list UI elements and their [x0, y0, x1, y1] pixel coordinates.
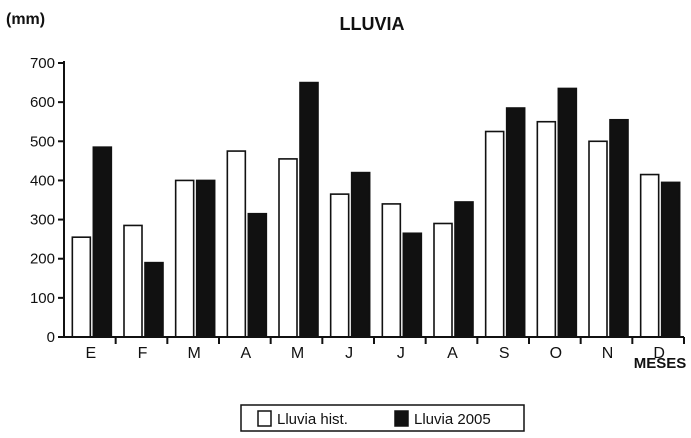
bar-lluvia-2005: [144, 261, 164, 338]
y-tick-label: 600: [30, 94, 55, 111]
bar-lluvia-2005: [299, 81, 319, 338]
bar-lluvia-2005: [454, 201, 474, 338]
bar-lluvia-2005: [247, 212, 268, 338]
x-tick-label: D: [653, 345, 665, 362]
x-tick-label: E: [85, 345, 96, 362]
bar-lluvia-2005: [609, 118, 629, 338]
x-axis-label: MESES: [634, 355, 687, 372]
x-tick-label: S: [499, 345, 510, 362]
legend-swatch-hist: [257, 410, 272, 427]
x-tick-label: M: [188, 345, 201, 362]
bar-lluvia-hist: [71, 236, 92, 338]
bar-lluvia-hist: [226, 150, 247, 338]
bar-lluvia-hist: [174, 179, 195, 338]
bar-lluvia-hist: [433, 222, 453, 338]
y-tick-label: 300: [30, 212, 55, 229]
bar-lluvia-hist: [329, 193, 350, 338]
y-tick-label: 700: [30, 55, 55, 72]
bar-lluvia-2005: [660, 181, 681, 338]
bar-lluvia-2005: [557, 87, 578, 338]
x-tick-label: A: [447, 345, 458, 362]
y-tick-label: 100: [30, 290, 55, 307]
bar-lluvia-hist: [588, 140, 608, 338]
x-tick-label: J: [397, 345, 405, 362]
bar-lluvia-2005: [195, 179, 216, 338]
y-tick-label: 0: [47, 329, 55, 346]
bar-lluvia-hist: [639, 173, 660, 338]
legend: Lluvia hist. Lluvia 2005: [240, 404, 525, 432]
x-tick-label: M: [291, 345, 304, 362]
y-axis-ticks: 0 100 200 300 400 500 600 700: [30, 55, 64, 346]
bar-series: [71, 81, 681, 338]
y-tick-label: 200: [30, 251, 55, 268]
bar-lluvia-2005: [402, 232, 423, 338]
chart-title: LLUVIA: [340, 14, 405, 34]
bar-lluvia-hist: [381, 203, 402, 338]
bar-lluvia-2005: [92, 146, 113, 338]
bar-lluvia-2005: [350, 171, 371, 338]
bar-lluvia-hist: [123, 224, 143, 338]
x-tick-label: J: [345, 345, 353, 362]
x-tick-label: O: [550, 345, 562, 362]
x-tick-label: N: [602, 345, 614, 362]
legend-label-2005: Lluvia 2005: [414, 411, 491, 428]
bar-lluvia-hist: [484, 130, 505, 338]
x-tick-label: A: [240, 345, 251, 362]
legend-label-hist: Lluvia hist.: [277, 411, 348, 428]
x-tick-label: F: [138, 345, 148, 362]
bar-lluvia-hist: [536, 120, 557, 338]
y-axis-label: (mm): [6, 11, 45, 28]
legend-frame: [240, 404, 525, 432]
bar-lluvia-2005: [505, 107, 526, 338]
legend-swatch-2005: [394, 410, 409, 427]
y-tick-label: 400: [30, 172, 55, 189]
bar-lluvia-hist: [278, 158, 298, 338]
y-tick-label: 500: [30, 133, 55, 150]
